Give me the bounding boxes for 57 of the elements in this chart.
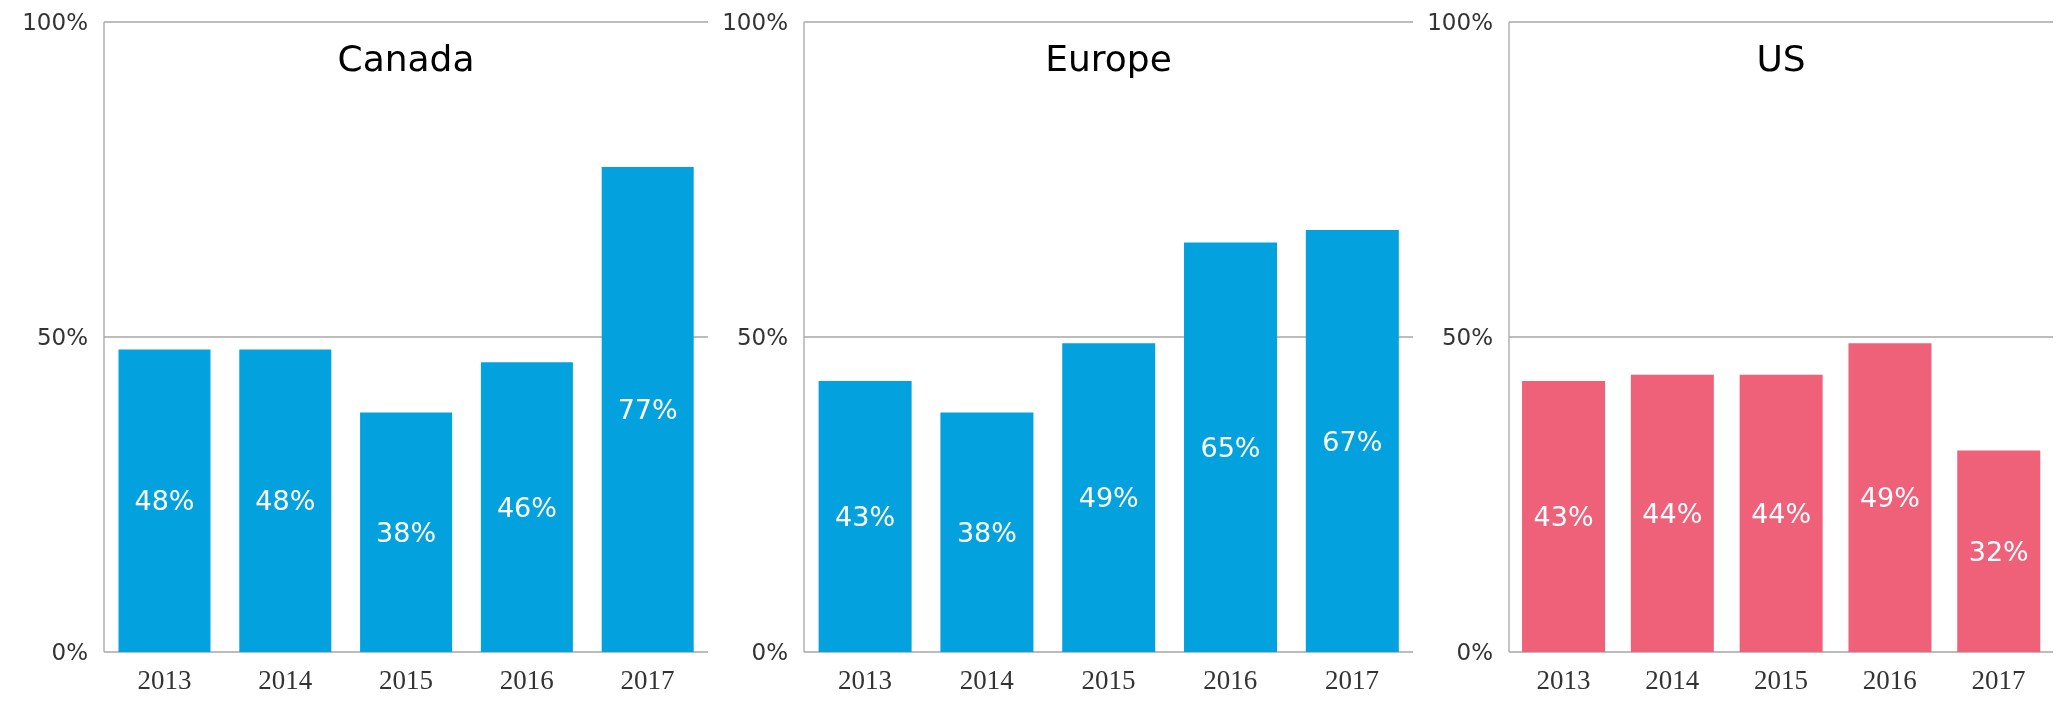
data-label: 43% xyxy=(1533,501,1594,533)
bar xyxy=(1522,381,1606,652)
y-tick-label: 100% xyxy=(1427,9,1493,36)
data-label: 77% xyxy=(617,394,678,426)
y-tick-label: 0% xyxy=(751,639,788,666)
x-tick-label: 2016 xyxy=(1862,665,1917,696)
bar xyxy=(1305,229,1399,652)
data-label: 67% xyxy=(1322,425,1383,457)
y-tick-label: 100% xyxy=(722,9,788,36)
y-tick-label: 50% xyxy=(36,324,88,351)
bar xyxy=(1630,374,1714,652)
x-tick-label: 2015 xyxy=(379,665,433,696)
data-label: 49% xyxy=(1078,482,1139,514)
data-label: 43% xyxy=(835,501,896,533)
x-tick-label: 2013 xyxy=(137,665,192,696)
data-label: 48% xyxy=(134,485,195,517)
bar xyxy=(1739,374,1823,652)
data-label: 38% xyxy=(956,516,1017,548)
y-tick-label: 50% xyxy=(736,324,788,351)
bar xyxy=(118,349,211,652)
bar xyxy=(360,412,453,652)
bar xyxy=(940,412,1034,652)
x-tick-label: 2014 xyxy=(258,665,313,696)
bar xyxy=(239,349,332,652)
y-tick-label: 0% xyxy=(1456,639,1493,666)
text: US xyxy=(1755,38,1807,79)
y-tick-label: 0% xyxy=(51,639,88,666)
bar xyxy=(1957,450,2041,652)
data-label: 44% xyxy=(1751,497,1812,529)
data-label: 44% xyxy=(1642,497,1703,529)
bar xyxy=(601,166,694,652)
x-tick-label: 2016 xyxy=(1203,665,1258,696)
y-tick-label: 100% xyxy=(22,9,88,36)
data-label: 46% xyxy=(496,491,557,523)
x-tick-label: 2017 xyxy=(1971,665,2026,696)
x-tick-label: 2014 xyxy=(959,665,1015,696)
text: Europe xyxy=(1044,38,1173,79)
x-tick-label: 2017 xyxy=(1325,665,1380,696)
data-label: 32% xyxy=(1968,535,2029,567)
x-tick-label: 2016 xyxy=(499,665,554,696)
data-label: 65% xyxy=(1200,431,1261,463)
text: Canada xyxy=(336,38,476,79)
bar xyxy=(818,381,912,652)
y-tick-label: 50% xyxy=(1441,324,1493,351)
x-tick-label: 2015 xyxy=(1081,665,1136,696)
data-label: 48% xyxy=(255,485,316,517)
bar xyxy=(1848,343,1932,652)
x-tick-label: 2015 xyxy=(1754,665,1808,696)
x-tick-label: 2013 xyxy=(1536,665,1591,696)
bar xyxy=(1184,242,1278,652)
bar xyxy=(480,362,573,652)
data-label: 38% xyxy=(376,516,437,548)
x-tick-label: 2014 xyxy=(1645,665,1700,696)
x-tick-label: 2013 xyxy=(837,665,892,696)
x-tick-label: 2017 xyxy=(620,665,675,696)
data-label: 49% xyxy=(1859,482,1920,514)
bar xyxy=(1062,343,1156,652)
